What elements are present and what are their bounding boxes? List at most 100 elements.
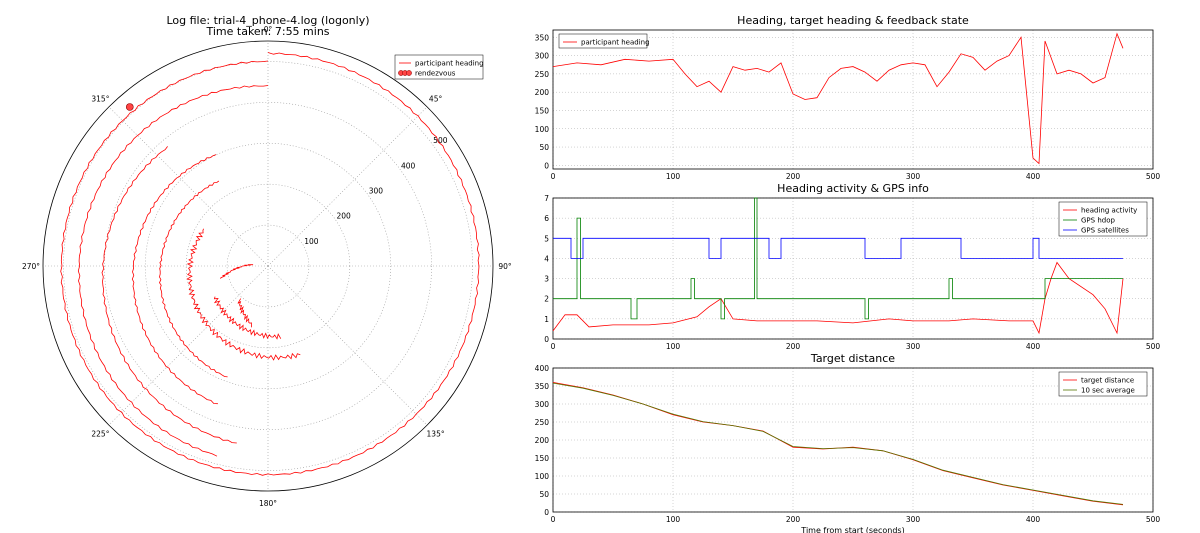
y-tick-label: 0 xyxy=(544,335,549,344)
line-chart-2: Heading activity & GPS info 0 1 2 3 4 5 6 7 0 100 2… xyxy=(544,182,1160,351)
polar-grid-spoke xyxy=(108,106,269,267)
x-tick-label: 100 xyxy=(666,172,681,181)
y-tick-label: 2 xyxy=(544,295,549,304)
x-tick-label: 400 xyxy=(1026,342,1041,351)
chart-title: Heading, target heading & feedback state xyxy=(737,14,969,27)
x-tick-label: 200 xyxy=(786,515,801,524)
polar-heading-segment xyxy=(60,52,480,476)
y-tick-label: 250 xyxy=(535,70,550,79)
x-tick-label: 100 xyxy=(666,515,681,524)
polar-subtitle: Time taken: 7:55 mins xyxy=(205,25,329,38)
x-tick-label: 0 xyxy=(551,515,556,524)
polar-radial-tick: 200 xyxy=(336,212,351,221)
polar-radial-tick: 100 xyxy=(304,237,319,246)
y-tick-label: 3 xyxy=(544,275,549,284)
x-tick-label: 200 xyxy=(786,342,801,351)
polar-angle-tick: 135° xyxy=(427,430,445,439)
y-tick-label: 200 xyxy=(535,88,550,97)
plot-frame xyxy=(552,29,1154,170)
chart-title: Heading activity & GPS info xyxy=(777,182,929,195)
polar-heading-segment xyxy=(101,146,237,444)
x-tick-label: 500 xyxy=(1146,172,1161,181)
x-tick-label: 400 xyxy=(1026,515,1041,524)
polar-legend-label: rendezvous xyxy=(415,70,456,78)
polar-chart: Log file: trial-4_phone-4.log (logonly)T… xyxy=(22,14,512,508)
series-line xyxy=(553,197,1123,320)
x-tick-label: 300 xyxy=(906,342,921,351)
chart-title: Target distance xyxy=(810,352,895,365)
line-chart-3: Target distance 0 50 100 150 200 250 300 350 400 0… xyxy=(535,352,1161,533)
x-tick-label: 500 xyxy=(1146,515,1161,524)
chart-legend: participant heading xyxy=(558,33,650,49)
x-tick-label: 400 xyxy=(1026,172,1041,181)
y-tick-label: 350 xyxy=(535,382,550,391)
polar-heading-segment xyxy=(220,264,254,279)
series-line xyxy=(552,382,1124,506)
polar-radial-tick: 500 xyxy=(433,136,448,145)
y-tick-label: 350 xyxy=(535,33,550,42)
x-axis-label: Time from start (seconds) xyxy=(800,526,904,533)
polar-heading-segment xyxy=(159,180,228,378)
polar-legend-label: participant heading xyxy=(415,60,484,68)
y-tick-label: 1 xyxy=(544,315,549,324)
polar-frame xyxy=(42,40,494,492)
polar-angle-tick: 315° xyxy=(91,94,109,103)
series-line xyxy=(552,382,1124,505)
legend-label: GPS hdop xyxy=(1081,217,1115,225)
legend-box xyxy=(1058,371,1148,397)
polar-grid-spoke xyxy=(267,106,428,267)
chart-legend: target distance 10 sec average xyxy=(1058,371,1148,397)
series-line xyxy=(552,261,1124,335)
series-line xyxy=(553,237,1123,259)
y-tick-label: 5 xyxy=(544,234,549,243)
polar-legend-marker xyxy=(406,70,412,76)
polar-heading-segment xyxy=(131,154,218,405)
polar-radial-tick: 300 xyxy=(369,186,384,195)
polar-grid-spoke xyxy=(267,265,428,426)
legend-label: 10 sec average xyxy=(1081,387,1135,395)
polar-angle-tick: 90° xyxy=(498,262,512,271)
y-tick-label: 0 xyxy=(544,508,549,517)
x-tick-label: 300 xyxy=(906,515,921,524)
legend-box xyxy=(558,33,648,49)
polar-grid-circle xyxy=(104,102,432,430)
y-tick-label: 150 xyxy=(535,454,550,463)
series-line xyxy=(552,32,1124,165)
polar-heading-segment xyxy=(213,296,282,340)
polar-grid-spoke xyxy=(108,265,269,426)
x-tick-label: 0 xyxy=(551,342,556,351)
plot-frame xyxy=(552,197,1154,340)
plot-frame xyxy=(552,367,1154,513)
polar-heading-segment xyxy=(237,298,252,328)
y-tick-label: 4 xyxy=(544,254,549,263)
y-tick-label: 300 xyxy=(535,52,550,61)
polar-heading-segment xyxy=(186,228,301,361)
x-tick-label: 500 xyxy=(1146,342,1161,351)
legend-label: participant heading xyxy=(581,39,650,47)
y-tick-label: 50 xyxy=(539,143,549,152)
x-tick-label: 0 xyxy=(551,172,556,181)
legend-label: heading activity xyxy=(1081,207,1137,215)
chart-legend: heading activity GPS hdop GPS satellites xyxy=(1058,201,1148,237)
polar-heading-segment xyxy=(77,85,269,457)
polar-angle-tick: 45° xyxy=(429,94,443,103)
y-tick-label: 400 xyxy=(535,364,550,373)
x-tick-label: 300 xyxy=(906,172,921,181)
polar-angle-tick: 180° xyxy=(259,499,277,508)
y-tick-label: 0 xyxy=(544,161,549,170)
polar-angle-tick: 0° xyxy=(264,25,273,34)
x-tick-label: 200 xyxy=(786,172,801,181)
y-tick-label: 100 xyxy=(535,125,550,134)
y-tick-label: 200 xyxy=(535,436,550,445)
x-tick-label: 100 xyxy=(666,342,681,351)
y-tick-label: 7 xyxy=(544,194,549,203)
polar-angle-tick: 270° xyxy=(22,262,40,271)
y-tick-label: 6 xyxy=(544,214,549,223)
y-tick-label: 50 xyxy=(539,490,549,499)
polar-legend: participant heading rendezvous xyxy=(394,54,484,80)
polar-grid-circle xyxy=(226,224,310,308)
y-tick-label: 150 xyxy=(535,106,550,115)
polar-grid-circle xyxy=(144,142,392,390)
polar-title: Log file: trial-4_phone-4.log (logonly) xyxy=(166,14,369,27)
